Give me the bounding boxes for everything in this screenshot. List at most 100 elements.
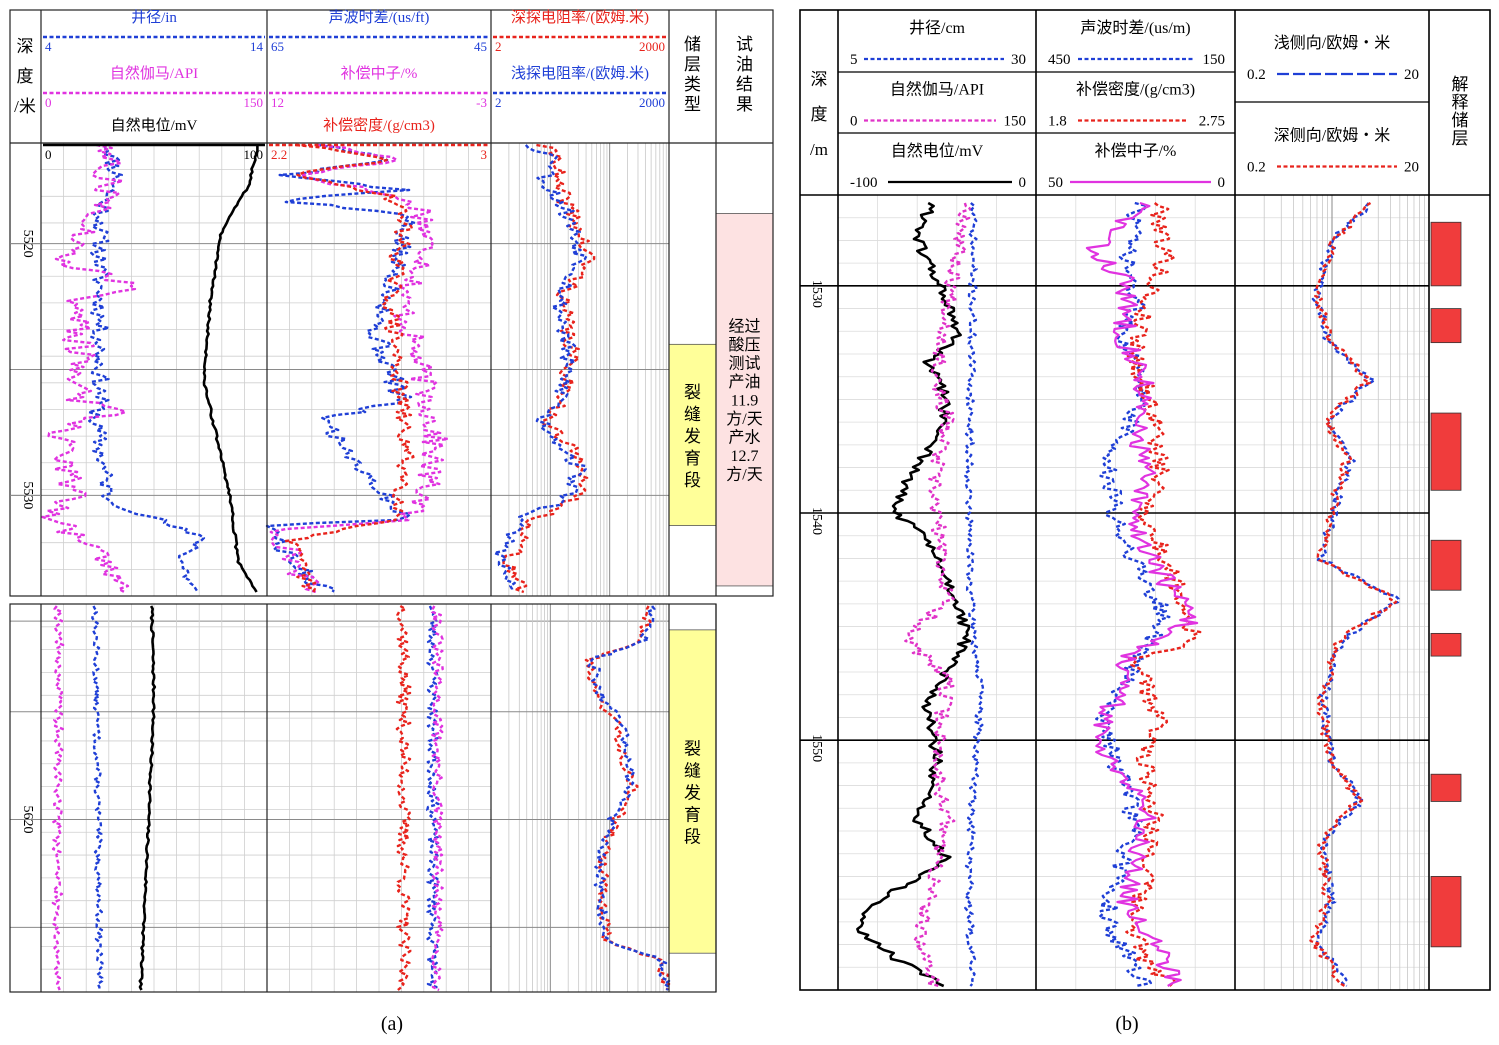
reservoir-zone-label: 段 (684, 828, 701, 847)
depth-tick-label: 1540 (809, 507, 824, 535)
deep-resistivity-curve (502, 143, 596, 594)
depth-header-char: 度 (811, 105, 828, 124)
interpreted-reservoir-block (1430, 876, 1462, 948)
density-curve (284, 143, 415, 593)
sp-curve (856, 201, 972, 988)
curve-name-label: 自然电位/mV (111, 117, 198, 134)
scale-min-label: 12 (271, 95, 284, 110)
curve-name-label: 补偿中子/% (341, 65, 418, 82)
curve-name-label: 补偿密度/(g/cm3) (323, 117, 435, 134)
reservoir-zone-label: 段 (684, 471, 701, 490)
shallow-resistivity-curve (493, 144, 588, 593)
reservoir-zone-label: 育 (684, 449, 701, 468)
test-result-line: 11.9 (731, 393, 758, 410)
scale-max-label: 100 (244, 147, 264, 162)
scale-max-label: 0 (1019, 175, 1027, 191)
reservoir-zone-label: 缝 (684, 405, 701, 424)
reservoir-zone-label: 育 (684, 806, 701, 825)
depth-header-char: /米 (14, 97, 36, 116)
caliper-curve (87, 144, 206, 593)
interpreted-reservoir-block (1430, 221, 1462, 287)
reservoir-zone-label: 发 (684, 784, 701, 803)
scale-min-label: 2 (495, 39, 502, 54)
caption-a: (a) (381, 1013, 403, 1035)
neutron-curve (269, 143, 450, 594)
scale-min-label: 0 (45, 95, 52, 110)
curve-name-label: 深探电阻率/(欧姆.米) (511, 9, 649, 26)
scale-max-label: -3 (476, 95, 487, 110)
scale-max-label: 150 (1203, 52, 1226, 68)
scale-min-label: 0.2 (1247, 67, 1266, 83)
reservoir-header-char: 储 (684, 35, 701, 54)
test-result-line: 12.7 (731, 448, 759, 465)
caption-b: (b) (1115, 1013, 1138, 1035)
scale-max-label: 3 (481, 147, 488, 162)
reservoir-header-char: 类 (684, 75, 701, 94)
curve-name-label: 自然伽马/API (890, 81, 984, 99)
scale-min-label: 450 (1048, 52, 1071, 68)
density-curve (1125, 202, 1202, 987)
scale-max-label: 150 (1004, 114, 1027, 130)
scale-min-label: 1.8 (1048, 114, 1067, 130)
curve-name-label: 自然伽马/API (110, 65, 198, 82)
test-result-box (715, 213, 774, 587)
depth-tick-label: 5520 (20, 230, 35, 258)
test-result-line: 产水 (728, 429, 760, 447)
depth-tick-label: 5530 (20, 481, 35, 509)
test-result-line: 方/天 (726, 466, 762, 484)
scale-min-label: 50 (1048, 175, 1063, 191)
sonic-curve (265, 143, 417, 593)
shallow-resistivity-curve (587, 605, 671, 991)
interpreted-reservoir-block (1430, 539, 1462, 591)
result-header-char: 果 (736, 95, 753, 114)
reservoir-zone-label: 裂 (684, 383, 701, 402)
curve-name-label: 自然电位/mV (891, 142, 984, 160)
test-result-line: 经过 (728, 318, 760, 336)
scale-max-label: 20 (1404, 67, 1419, 83)
neutron-curve (1085, 201, 1199, 987)
sp-curve (202, 145, 259, 593)
reservoir-zone-label: 裂 (684, 740, 701, 759)
result-header-char: 结 (736, 75, 753, 94)
scale-min-label: 65 (271, 39, 284, 54)
scale-max-label: 14 (250, 39, 264, 54)
sp-curve (138, 605, 157, 991)
curve-name-label: 深侧向/欧姆・米 (1274, 127, 1390, 145)
test-result-line: 方/天 (726, 410, 762, 428)
curve-name-label: 井径/in (131, 9, 177, 26)
gr-curve (41, 143, 137, 594)
reservoir-zone (668, 629, 717, 954)
result-header-char: 油 (736, 55, 753, 74)
interpreted-reservoir-block (1430, 412, 1462, 491)
scale-max-label: 45 (474, 39, 487, 54)
gr-curve (904, 202, 972, 988)
depth-tick-label: 1530 (809, 280, 824, 308)
deep-resistivity-curve (584, 605, 671, 991)
gr-curve (51, 605, 65, 991)
scale-min-label: 0.2 (1247, 160, 1266, 176)
caliper-curve (91, 605, 104, 991)
depth-tick-label: 5620 (20, 806, 35, 834)
scale-max-label: 2000 (639, 39, 665, 54)
scale-min-label: 0 (850, 114, 858, 130)
test-result-line: 酸压 (728, 336, 760, 354)
deep-laterolog-curve (1308, 201, 1398, 988)
result-header-char: 试 (736, 35, 753, 54)
interpreted-reservoir-block (1430, 632, 1462, 657)
panel-b-frame (799, 9, 1491, 991)
curve-name-label: 井径/cm (909, 19, 966, 37)
scale-min-label: -100 (850, 175, 878, 191)
reservoir-zone-label: 缝 (684, 762, 701, 781)
scale-max-label: 2000 (639, 95, 665, 110)
interpreted-reservoir-block (1430, 308, 1462, 344)
interpretation-header-char: 储 (1452, 111, 1469, 130)
scale-max-label: 2.75 (1199, 114, 1225, 130)
interpretation-header-char: 解 (1452, 75, 1469, 94)
test-result-line: 测试 (728, 355, 760, 373)
interpreted-reservoir-block (1430, 773, 1462, 802)
depth-header-char: 深 (17, 37, 34, 56)
curve-name-label: 补偿中子/% (1095, 142, 1177, 160)
depth-header-char: /m (810, 140, 828, 159)
depth-header-char: 深 (811, 70, 828, 89)
